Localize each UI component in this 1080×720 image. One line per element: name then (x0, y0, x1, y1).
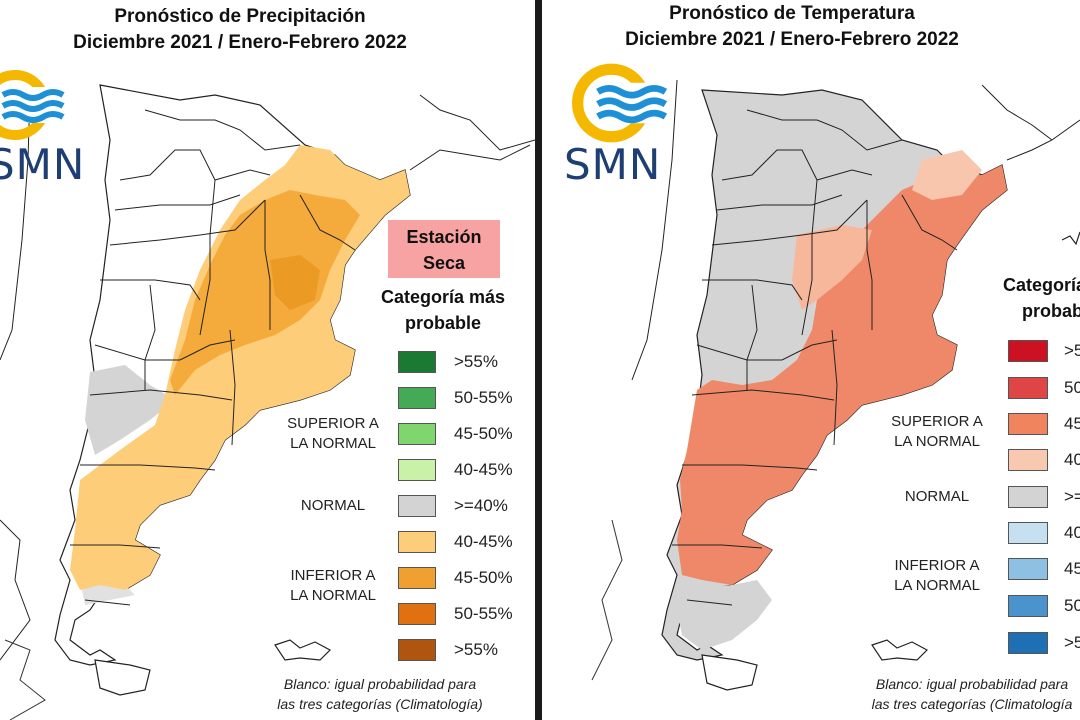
legend-swatch (1008, 413, 1048, 435)
legend-swatch (1008, 558, 1048, 580)
page-title: Pronóstico de Temperatura Diciembre 2021… (625, 3, 959, 50)
legend-group-inferior: INFERIOR A LA NORMAL (290, 567, 376, 604)
legend-swatch (398, 423, 436, 445)
legend-title: Categoría más probable (380, 287, 506, 333)
legend-swatch (1008, 522, 1048, 544)
smn-logo-icon (572, 63, 668, 143)
precipitation-panel: Pronóstico de Precipitación Diciembre 20… (0, 0, 535, 720)
normal-area (85, 365, 175, 455)
legend-swatch (398, 639, 436, 661)
legend-swatch (398, 603, 436, 625)
footnote: Blanco: igual probabilidad para las tres… (871, 676, 1073, 712)
page-title: Pronóstico de Precipitación Diciembre 20… (73, 6, 407, 53)
legend-swatch (398, 387, 436, 409)
legend-swatch (398, 567, 436, 589)
legend-swatch (398, 459, 436, 481)
legend-group-normal: NORMAL (300, 497, 366, 514)
legend-swatch (1008, 449, 1048, 471)
legend-title: Categoría m probabl (1002, 275, 1080, 321)
superior-40-45-area (912, 150, 982, 200)
temperature-panel: Pronóstico de Temperatura Diciembre 2021… (542, 0, 1080, 720)
normal-area (677, 580, 772, 650)
legend-swatch (1008, 486, 1048, 508)
legend-group-superior: SUPERIOR A LA NORMAL (287, 415, 379, 452)
estacion-seca-badge: Estación Seca (388, 220, 500, 278)
legend-swatch (1008, 340, 1048, 362)
panel-divider (535, 0, 542, 720)
legend-group-normal: NORMAL (904, 488, 970, 505)
malvinas-islands (871, 639, 928, 661)
legend-swatch (1008, 632, 1048, 654)
temperature-map (591, 79, 1080, 691)
legend-group-inferior: INFERIOR A LA NORMAL (894, 557, 980, 594)
logo-text: SMN (0, 140, 86, 189)
legend-group-superior: SUPERIOR A LA NORMAL (891, 413, 983, 450)
footnote: Blanco: igual probabilidad para las tres… (277, 676, 483, 712)
superior-45-50-area (677, 165, 1007, 585)
legend-swatch (398, 351, 436, 373)
legend-swatch (398, 531, 436, 553)
legend-swatch (1008, 377, 1048, 399)
malvinas-islands (274, 639, 331, 661)
logo-text: SMN (564, 140, 662, 189)
legend-swatch (1008, 595, 1048, 617)
smn-logo-icon (0, 70, 65, 140)
legend-swatch (398, 495, 436, 517)
precipitation-map (0, 84, 535, 720)
